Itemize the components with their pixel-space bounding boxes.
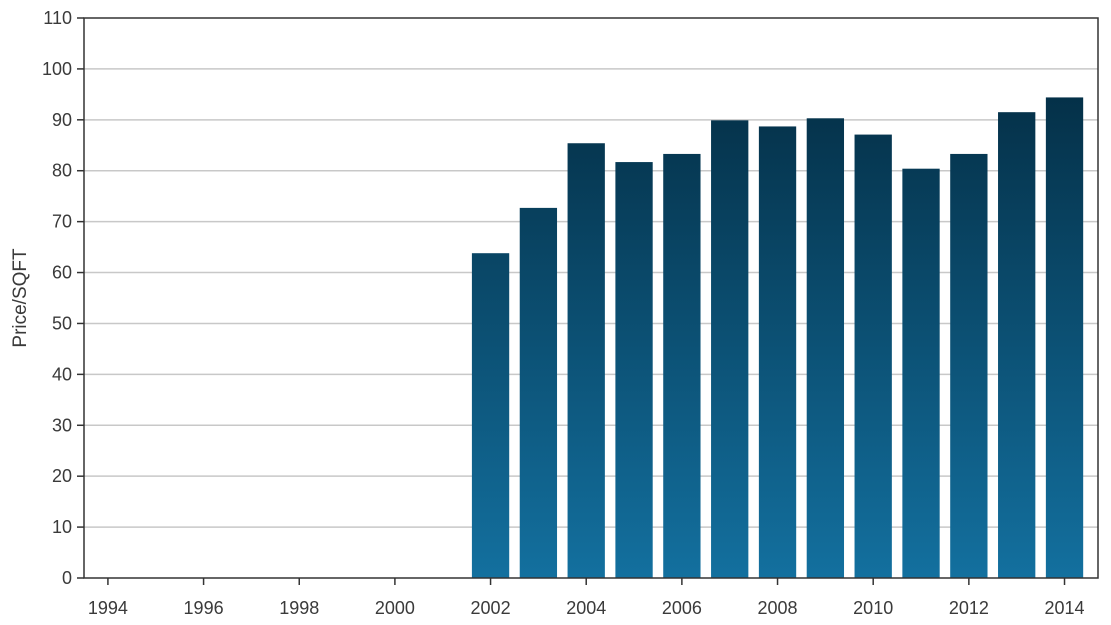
- bars: [471, 97, 1084, 579]
- bar-2002: [471, 253, 510, 578]
- y-tick-label: 50: [52, 313, 72, 333]
- bar-2009: [806, 118, 845, 578]
- x-tick-label: 2004: [566, 598, 606, 618]
- x-axis: 1994 1996 1998 2000 2002 2004 2006 2008 2010 2012…: [88, 578, 1085, 618]
- x-tick-label: 2008: [758, 598, 798, 618]
- bar-2014: [1045, 97, 1084, 579]
- bar-2003: [519, 207, 558, 578]
- x-tick-label: 2014: [1044, 598, 1084, 618]
- x-tick-label: 1996: [184, 598, 224, 618]
- bar-2005: [615, 162, 653, 578]
- bar-2008: [758, 126, 797, 578]
- bar-2007: [711, 120, 749, 578]
- x-tick-label: 1994: [88, 598, 128, 618]
- y-tick-label: 0: [62, 568, 72, 588]
- bar-2013: [998, 112, 1036, 579]
- x-tick-label: 2002: [471, 598, 511, 618]
- y-tick-label: 80: [52, 161, 72, 181]
- x-tick-label: 1998: [279, 598, 319, 618]
- y-axis-label: Price/SQFT: [10, 248, 31, 348]
- y-axis: 0 10 20 30 40 50 60 70 80 90 100 110: [42, 8, 84, 588]
- x-tick-label: 2006: [662, 598, 702, 618]
- y-tick-label: 40: [52, 364, 72, 384]
- y-tick-label: 70: [52, 212, 72, 232]
- bar-2010: [854, 134, 892, 578]
- y-tick-label: 90: [52, 110, 72, 130]
- x-tick-label: 2010: [853, 598, 893, 618]
- y-tick-label: 20: [52, 466, 72, 486]
- bar-2012: [950, 153, 988, 578]
- bar-2006: [663, 153, 701, 578]
- plot-frame: [83, 17, 1099, 579]
- y-tick-label: 110: [43, 8, 72, 28]
- x-tick-label: 2000: [375, 598, 415, 618]
- bar-2004: [567, 143, 605, 579]
- y-tick-label: 10: [52, 517, 72, 537]
- y-tick-label: 100: [42, 59, 72, 79]
- x-tick-label: 2012: [949, 598, 989, 618]
- y-tick-label: 60: [52, 263, 72, 283]
- y-tick-label: 30: [52, 415, 72, 435]
- bar-2011: [902, 168, 940, 578]
